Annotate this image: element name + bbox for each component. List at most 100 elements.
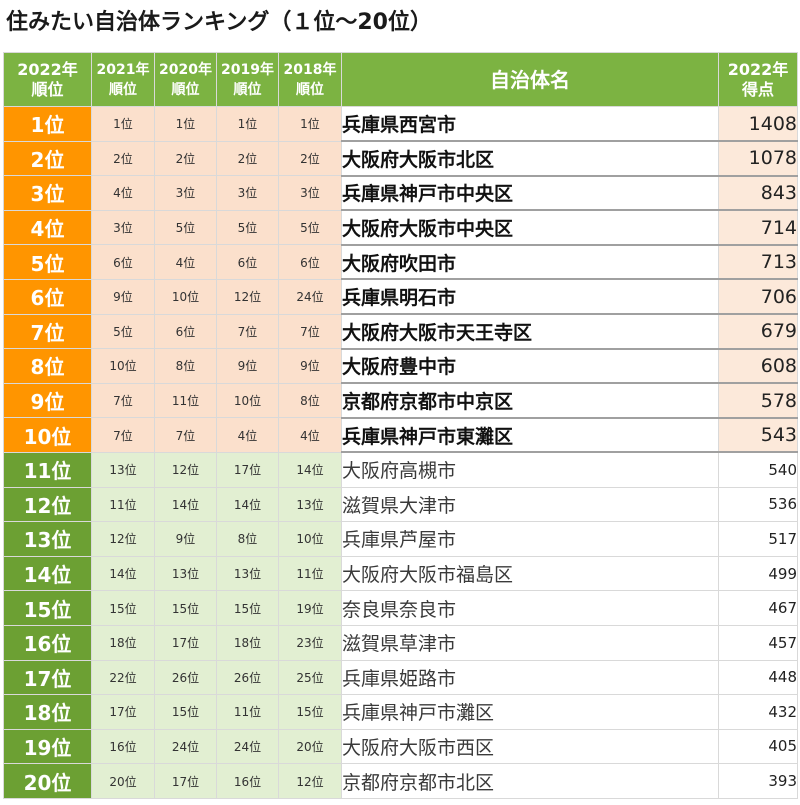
header-rank-2019: 2019年 順位 <box>216 52 279 107</box>
rank-2019-cell: 10位 <box>216 382 279 419</box>
rank-2021-cell: 11位 <box>91 486 155 523</box>
rank-2019-cell: 1位 <box>216 106 279 142</box>
rank-2020-cell: 10位 <box>154 278 217 315</box>
table-row: 12位 11位 14位 14位 13位 滋賀県大津市 536 <box>3 486 798 523</box>
municipality-name-cell: 奈良県奈良市 <box>341 590 719 626</box>
score-2022-cell: 517 <box>718 521 798 557</box>
rank-2018-cell: 8位 <box>278 382 342 419</box>
rank-2022-cell: 7位 <box>3 313 92 350</box>
municipality-name-cell: 兵庫県神戸市東灘区 <box>341 417 719 454</box>
rank-2018-cell: 19位 <box>278 590 342 626</box>
table-row: 1位 1位 1位 1位 1位 兵庫県西宮市 1408 <box>3 106 798 143</box>
rank-2021-cell: 1位 <box>91 106 155 142</box>
rank-2020-cell: 11位 <box>154 382 217 419</box>
rank-2022-cell: 4位 <box>3 209 92 246</box>
rank-2022-cell: 1位 <box>3 106 92 142</box>
ranking-rows: 1位 1位 1位 1位 1位 兵庫県西宮市 1408 2位 2位 2位 2位 2位 大阪府大阪市北区 10… <box>3 106 798 799</box>
rank-2021-cell: 15位 <box>91 590 155 626</box>
rank-2020-cell: 2位 <box>154 140 217 177</box>
municipality-name-cell: 大阪府大阪市天王寺区 <box>341 313 719 350</box>
header-row: 2022年 順位 2021年 順位 2020年 順位 2019年 順位 2018… <box>3 52 798 107</box>
score-2022-cell: 540 <box>718 451 798 488</box>
rank-2018-cell: 15位 <box>278 694 342 730</box>
rank-2021-cell: 4位 <box>91 175 155 211</box>
rank-2022-cell: 3位 <box>3 175 92 211</box>
score-2022-cell: 405 <box>718 728 798 765</box>
rank-2019-cell: 7位 <box>216 313 279 350</box>
rank-2022-cell: 14位 <box>3 555 92 592</box>
municipality-name-cell: 大阪府高槻市 <box>341 451 719 488</box>
rank-2022-cell: 12位 <box>3 486 92 523</box>
rank-2019-cell: 4位 <box>216 417 279 453</box>
rank-2019-cell: 2位 <box>216 140 279 177</box>
rank-2020-cell: 9位 <box>154 521 217 557</box>
rank-2020-cell: 4位 <box>154 244 217 280</box>
table-row: 17位 22位 26位 26位 25位 兵庫県姫路市 448 <box>3 659 798 696</box>
score-2022-cell: 713 <box>718 244 798 281</box>
rank-2020-cell: 13位 <box>154 555 217 592</box>
ranking-table: 2022年 順位 2021年 順位 2020年 順位 2019年 順位 2018… <box>3 52 798 799</box>
rank-2022-cell: 15位 <box>3 590 92 626</box>
rank-2022-cell: 10位 <box>3 417 92 453</box>
rank-2019-cell: 14位 <box>216 486 279 523</box>
score-2022-cell: 536 <box>718 486 798 523</box>
rank-2022-cell: 18位 <box>3 694 92 730</box>
rank-2021-cell: 14位 <box>91 555 155 592</box>
rank-2021-cell: 16位 <box>91 728 155 765</box>
municipality-name-cell: 兵庫県明石市 <box>341 278 719 316</box>
header-rank-2019-line1: 2019年 <box>221 61 274 78</box>
municipality-name-cell: 兵庫県姫路市 <box>341 659 719 696</box>
rank-2019-cell: 5位 <box>216 209 279 246</box>
rank-2022-cell: 19位 <box>3 728 92 765</box>
header-score-2022: 2022年 得点 <box>718 52 798 107</box>
rank-2018-cell: 7位 <box>278 313 342 350</box>
rank-2022-cell: 13位 <box>3 521 92 557</box>
rank-2020-cell: 7位 <box>154 417 217 453</box>
rank-2020-cell: 3位 <box>154 175 217 211</box>
municipality-name-cell: 滋賀県草津市 <box>341 624 719 661</box>
rank-2021-cell: 12位 <box>91 521 155 557</box>
municipality-name-cell: 兵庫県神戸市灘区 <box>341 694 719 730</box>
rank-2022-cell: 6位 <box>3 278 92 315</box>
rank-2018-cell: 25位 <box>278 659 342 696</box>
rank-2019-cell: 24位 <box>216 728 279 765</box>
score-2022-cell: 843 <box>718 175 798 212</box>
rank-2021-cell: 7位 <box>91 382 155 419</box>
rank-2020-cell: 5位 <box>154 209 217 246</box>
table-row: 19位 16位 24位 24位 20位 大阪府大阪市西区 405 <box>3 728 798 765</box>
municipality-name-cell: 京都府京都市北区 <box>341 763 719 799</box>
header-rank-2021-line1: 2021年 <box>96 61 150 78</box>
header-rank-2019-line2: 順位 <box>233 81 262 98</box>
rank-2018-cell: 23位 <box>278 624 342 661</box>
municipality-name-cell: 大阪府吹田市 <box>341 244 719 281</box>
municipality-name-cell: 大阪府大阪市中央区 <box>341 209 719 246</box>
header-rank-2018-line2: 順位 <box>296 81 324 98</box>
rank-2018-cell: 4位 <box>278 417 342 453</box>
municipality-name-cell: 大阪府大阪市北区 <box>341 140 719 177</box>
rank-2022-cell: 2位 <box>3 140 92 177</box>
table-row: 4位 3位 5位 5位 5位 大阪府大阪市中央区 714 <box>3 209 798 246</box>
rank-2019-cell: 8位 <box>216 521 279 557</box>
rank-2022-cell: 5位 <box>3 244 92 280</box>
rank-2019-cell: 15位 <box>216 590 279 626</box>
municipality-name-cell: 大阪府豊中市 <box>341 348 719 385</box>
rank-2019-cell: 18位 <box>216 624 279 661</box>
municipality-name-cell: 兵庫県芦屋市 <box>341 521 719 557</box>
rank-2020-cell: 17位 <box>154 763 217 799</box>
header-score-2022-line2: 得点 <box>741 79 774 99</box>
rank-2021-cell: 10位 <box>91 348 155 384</box>
rank-2019-cell: 13位 <box>216 555 279 592</box>
rank-2020-cell: 15位 <box>154 694 217 730</box>
header-score-2022-line1: 2022年 <box>727 59 789 79</box>
table-row: 16位 18位 17位 18位 23位 滋賀県草津市 457 <box>3 624 798 661</box>
rank-2019-cell: 6位 <box>216 244 279 280</box>
score-2022-cell: 679 <box>718 313 798 350</box>
rank-2021-cell: 7位 <box>91 417 155 453</box>
rank-2019-cell: 16位 <box>216 763 279 799</box>
rank-2020-cell: 6位 <box>154 313 217 350</box>
score-2022-cell: 1408 <box>718 106 798 143</box>
score-2022-cell: 499 <box>718 555 798 592</box>
header-rank-2021: 2021年 順位 <box>91 52 155 107</box>
rank-2022-cell: 9位 <box>3 382 92 419</box>
table-row: 11位 13位 12位 17位 14位 大阪府高槻市 540 <box>3 451 798 488</box>
